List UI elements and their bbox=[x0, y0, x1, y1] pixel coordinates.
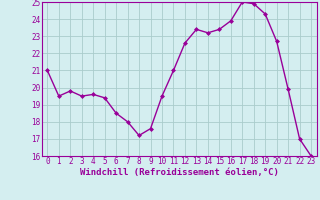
X-axis label: Windchill (Refroidissement éolien,°C): Windchill (Refroidissement éolien,°C) bbox=[80, 168, 279, 177]
